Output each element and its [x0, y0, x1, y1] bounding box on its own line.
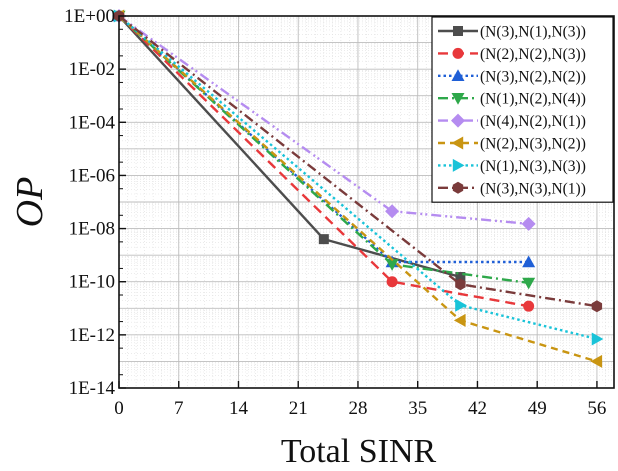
marker-circle	[523, 300, 535, 312]
y-tick-label: 1E-02	[69, 59, 115, 80]
y-tick-label: 1E+00	[64, 6, 115, 27]
legend-label: (N(2),N(3),N(2))	[480, 136, 586, 153]
legend-label: (N(1),N(2),N(4))	[480, 91, 586, 108]
tick-labels: 0 7 14 21 28 35 42 49 56 1E+00 1E-02 1E-04 1E-06 1E-0…	[64, 6, 606, 419]
legend: (N(3),N(1),N(3)) (N(2),N(2),N(3)) (N(3),N(…	[431, 16, 614, 203]
legend-label: (N(4),N(2),N(1))	[480, 113, 586, 130]
x-tick-label: 35	[408, 398, 427, 419]
marker-triangle-down	[451, 93, 465, 105]
marker-triangle-up	[522, 255, 536, 268]
legend-box	[431, 16, 614, 203]
legend-item: (N(4),N(2),N(1))	[438, 113, 586, 130]
y-tick-label: 1E-08	[69, 219, 115, 240]
legend-label: (N(2),N(2),N(3))	[480, 46, 586, 63]
marker-hexagon	[452, 181, 464, 194]
plot-frame	[118, 15, 615, 389]
marker-hexagon	[591, 300, 603, 313]
x-tick-label: 21	[289, 398, 308, 419]
x-tick-label: 56	[587, 398, 606, 419]
series-line	[118, 15, 529, 308]
marker-triangle-left	[590, 354, 603, 368]
legend-label: (N(3),N(3),N(1))	[480, 180, 586, 197]
marker-triangle-left	[451, 136, 464, 150]
x-tick-label: 14	[229, 398, 249, 419]
x-axis-label: Total SINR	[281, 433, 437, 470]
legend-item: (N(3),N(3),N(1))	[438, 180, 586, 197]
legend-item: (N(3),N(2),N(2))	[438, 68, 586, 85]
marker-diamond	[385, 204, 400, 219]
y-tick-label: 1E-12	[69, 325, 115, 346]
marker-square	[318, 234, 329, 245]
y-tick-label: 1E-04	[69, 112, 116, 133]
legend-item: (N(3),N(1),N(3))	[438, 24, 586, 41]
series-line	[118, 15, 529, 226]
y-tick-label: 1E-10	[69, 272, 115, 293]
series-layer	[112, 9, 604, 368]
marker-circle	[386, 276, 398, 288]
marker-hexagon	[455, 278, 466, 291]
legend-label: (N(3),N(2),N(2))	[480, 68, 586, 85]
marker-triangle-left	[453, 313, 466, 327]
legend-label: (N(1),N(3),N(3))	[480, 158, 586, 175]
marker-triangle-down	[385, 259, 399, 271]
series-8	[113, 10, 603, 313]
marker-triangle-right	[591, 332, 604, 346]
y-axis-label: OP	[9, 177, 51, 228]
y-tick-label: 1E-06	[69, 165, 115, 186]
legend-label: (N(3),N(1),N(3))	[480, 24, 586, 41]
x-tick-label: 28	[348, 398, 367, 419]
marker-triangle-down	[522, 277, 536, 290]
marker-triangle-up	[451, 69, 465, 81]
marker-diamond	[521, 216, 536, 231]
marker-triangle-right	[452, 158, 465, 172]
legend-item: (N(2),N(3),N(2))	[438, 136, 586, 153]
x-tick-label: 0	[114, 398, 124, 419]
x-tick-label: 7	[174, 398, 184, 419]
x-tick-label: 49	[528, 398, 547, 419]
legend-item: (N(1),N(3),N(3))	[438, 158, 586, 175]
marker-circle	[452, 47, 464, 59]
marker-triangle-right	[455, 298, 467, 312]
marker-square	[453, 26, 463, 36]
legend-item: (N(2),N(2),N(3))	[438, 46, 586, 63]
marker-square	[455, 272, 466, 283]
y-tick-label: 1E-14	[69, 378, 116, 399]
x-tick-label: 42	[468, 398, 487, 419]
legend-item: (N(1),N(2),N(4))	[438, 91, 586, 108]
marker-diamond	[451, 113, 465, 128]
